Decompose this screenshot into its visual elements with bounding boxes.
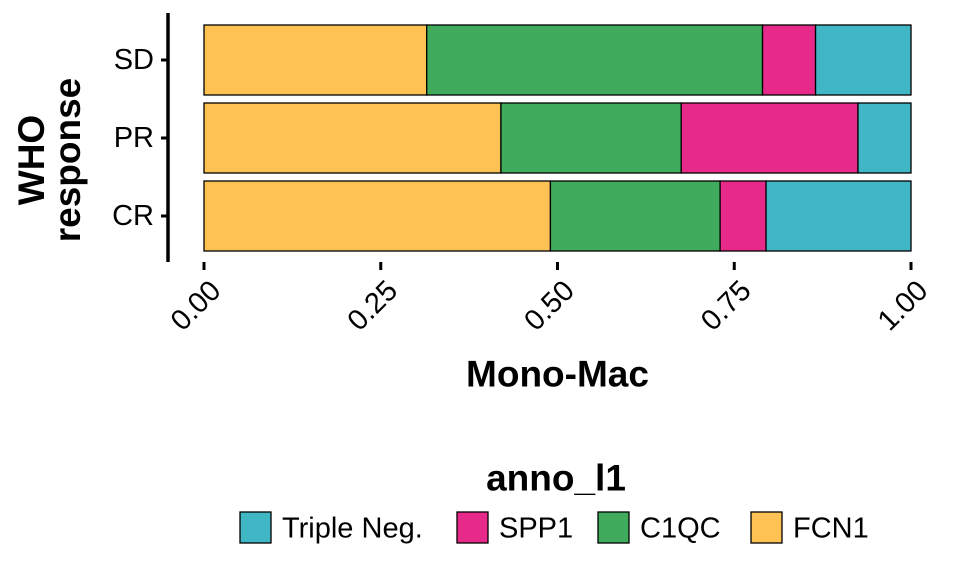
bars-layer <box>203 24 912 252</box>
legend-title: anno_l1 <box>486 458 626 499</box>
legend-label-triple-neg: Triple Neg. <box>282 513 423 545</box>
legend-label-c1qc: C1QC <box>640 513 721 545</box>
bar-cr-fcn1 <box>203 180 552 252</box>
legend-label-spp1: SPP1 <box>499 513 573 545</box>
axes-layer <box>161 13 913 270</box>
x-tick-label-1: 0.25 <box>342 275 405 338</box>
bar-cr-triple-neg <box>765 180 912 252</box>
bar-pr-triple-neg <box>857 102 912 174</box>
legend: anno_l1 Triple Neg. SPP1 C1QC FCN1 <box>239 458 869 545</box>
bar-cr-c1qc <box>549 180 721 252</box>
x-axis-title: Mono-Mac <box>466 354 649 395</box>
y-tick-label-pr: PR <box>114 122 154 154</box>
legend-label-fcn1: FCN1 <box>793 513 869 545</box>
x-tick-label-2: 0.50 <box>518 275 581 338</box>
bar-pr-fcn1 <box>203 102 502 174</box>
legend-key-spp1 <box>456 511 489 544</box>
bar-cr-spp1 <box>719 180 767 252</box>
bar-sd-fcn1 <box>203 24 428 96</box>
legend-key-triple-neg <box>239 511 272 544</box>
y-tick-label-sd: SD <box>114 44 154 76</box>
bar-pr-spp1 <box>680 102 859 174</box>
y-axis-title: WHOresponse <box>11 78 88 243</box>
labels-layer: SD PR CR 0.00 0.25 0.50 0.75 1.00 Mono-Mac WHOres… <box>11 44 934 395</box>
x-tick-label-4: 1.00 <box>872 275 935 338</box>
legend-key-c1qc <box>597 511 630 544</box>
bar-sd-c1qc <box>426 24 764 96</box>
x-tick-label-0: 0.00 <box>165 275 228 338</box>
x-tick-label-3: 0.75 <box>695 275 758 338</box>
legend-key-fcn1 <box>750 511 783 544</box>
bar-pr-c1qc <box>500 102 682 174</box>
y-tick-label-cr: CR <box>112 200 154 232</box>
bar-sd-spp1 <box>761 24 817 96</box>
bar-sd-triple-neg <box>814 24 912 96</box>
